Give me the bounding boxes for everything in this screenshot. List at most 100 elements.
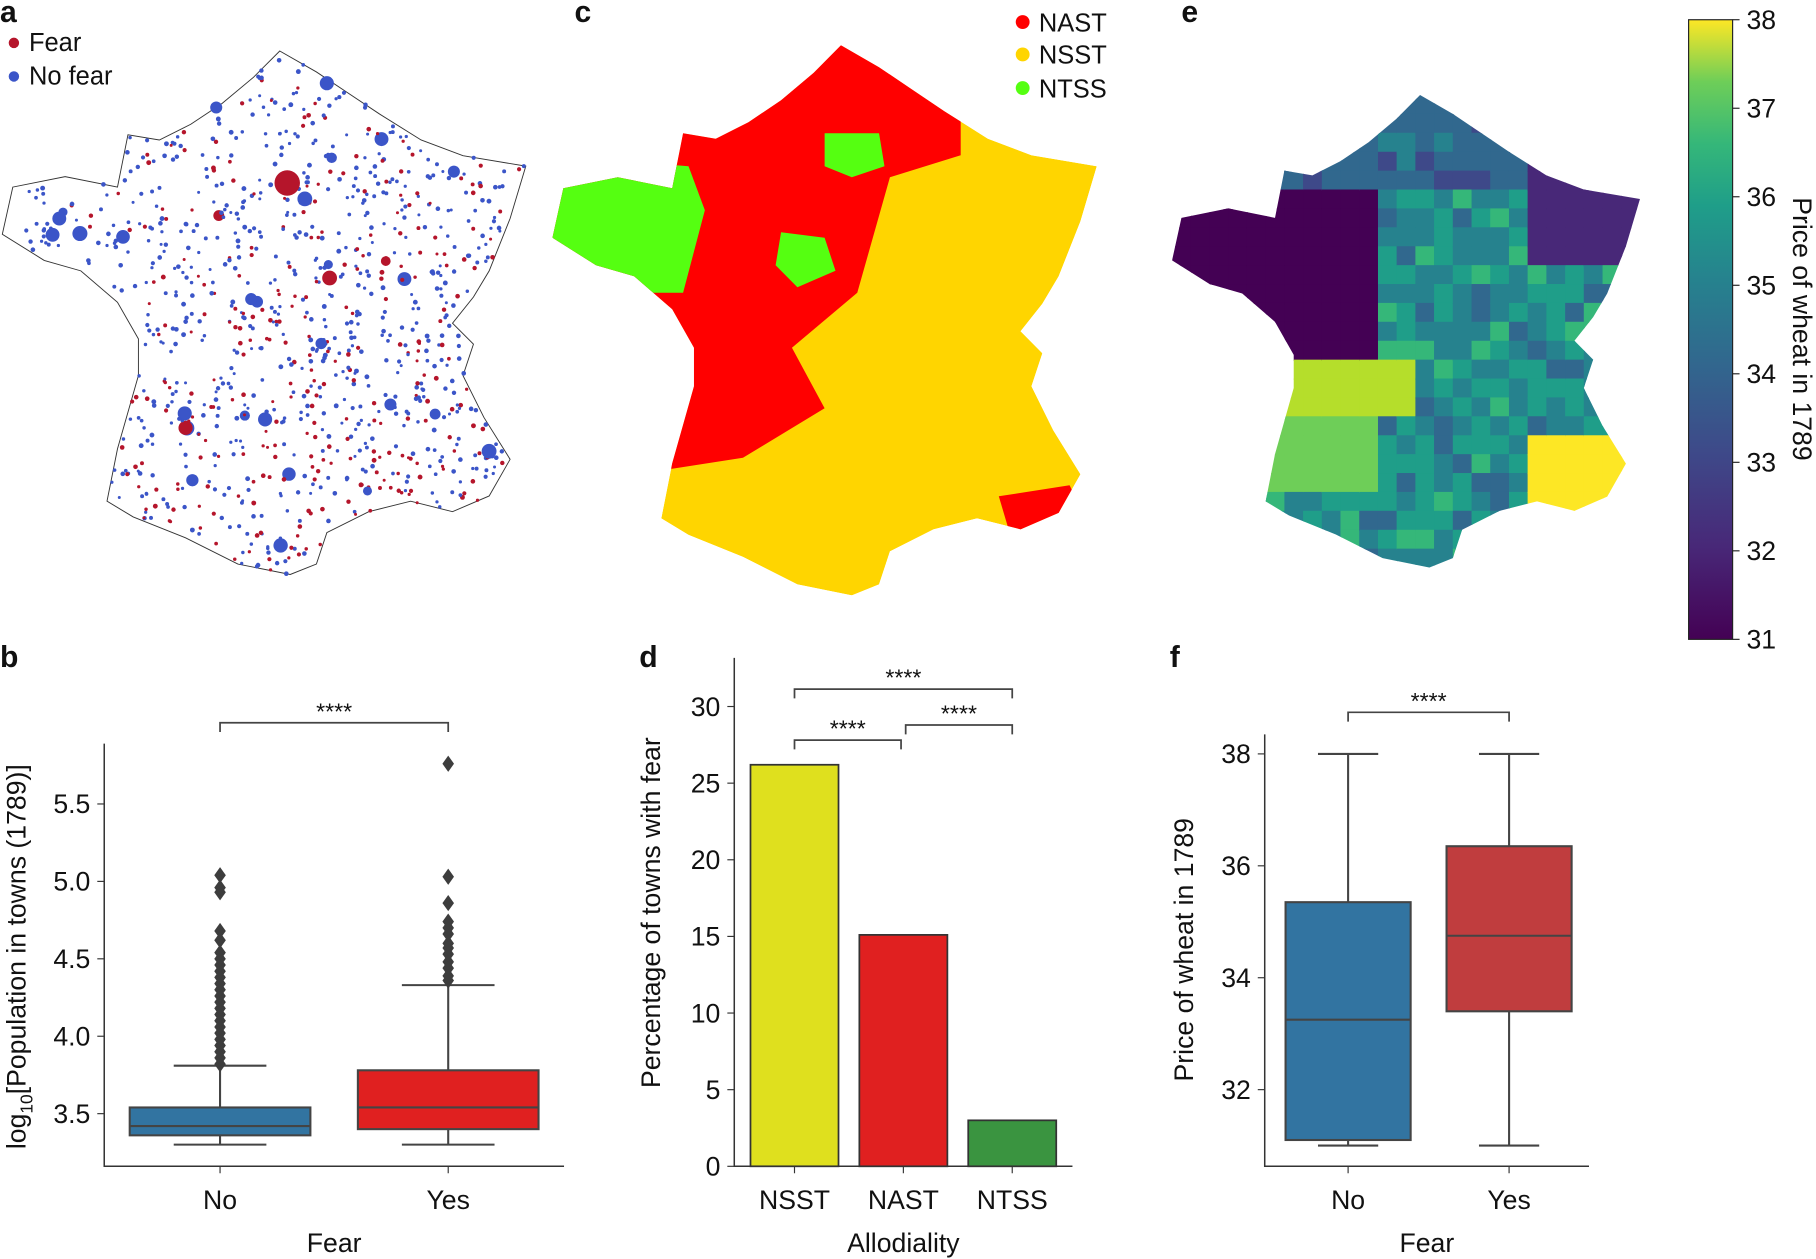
map-region-cell — [1583, 340, 1604, 361]
town-dot-no-fear — [138, 222, 142, 226]
map-region-cell — [1265, 378, 1286, 399]
town-dot-no-fear — [276, 312, 281, 316]
town-dot-fear — [379, 269, 385, 275]
map-region-cell — [1490, 302, 1511, 323]
map-region-cell — [1284, 359, 1305, 380]
map-region-cell — [1527, 510, 1548, 531]
map-region-cell — [1190, 95, 1211, 116]
town-dot-no-fear — [24, 228, 29, 233]
map-region-cell — [1621, 95, 1640, 116]
town-dot-no-fear — [297, 518, 302, 523]
town-dot-no-fear — [258, 191, 263, 195]
town-dot-no-fear — [236, 244, 241, 249]
town-dot-fear — [251, 479, 256, 484]
town-dot-no-fear — [174, 380, 179, 385]
town-dot-no-fear — [441, 415, 447, 420]
town-dot-fear — [249, 252, 254, 258]
town-dot-no-fear — [336, 231, 341, 236]
town-dot-no-fear — [373, 174, 378, 179]
map-region-cell — [1508, 302, 1529, 323]
map-region-cell — [1359, 113, 1380, 134]
map-region-cell — [1452, 529, 1473, 550]
map-region-cell — [1246, 548, 1267, 568]
town-dot-fear — [354, 512, 358, 516]
map-region-cell — [1583, 132, 1604, 153]
map-region-cell — [1508, 548, 1529, 568]
town-dot-no-fear — [321, 411, 327, 416]
map-region-cell — [1209, 435, 1230, 456]
town-dot-fear — [211, 511, 216, 516]
map-region-cell — [1471, 284, 1492, 305]
town-dot-fear — [283, 340, 288, 345]
town-dot-no-fear — [285, 509, 290, 513]
town-dot-fear — [346, 499, 351, 504]
map-region-cell — [1228, 491, 1249, 512]
map-region-cell — [1209, 454, 1230, 475]
map-region-cell — [1546, 548, 1567, 568]
box-yes — [1445, 845, 1573, 1013]
town-dot-no-fear — [335, 449, 340, 453]
y-tick-label: 34 — [1221, 963, 1251, 993]
town-dot-no-fear — [456, 356, 462, 361]
map-region-cell — [1546, 397, 1567, 418]
town-dot-fear — [313, 434, 318, 440]
map-region-cell — [1415, 435, 1436, 456]
town-dot-fear — [295, 534, 300, 538]
map-region-cell — [1246, 359, 1267, 380]
map-region-cell — [1377, 491, 1398, 512]
map-region-cell — [1377, 397, 1398, 418]
town-dot-no-fear — [258, 94, 262, 98]
map-region-cell — [1621, 302, 1640, 323]
map-region-cell — [1340, 491, 1361, 512]
significance-bracket — [219, 721, 450, 732]
town-dot-no-fear — [222, 492, 227, 497]
town-dot-no-fear — [355, 188, 361, 193]
map-region-cell — [1359, 529, 1380, 550]
map-region-cell — [1583, 359, 1604, 380]
map-region-cell — [1602, 302, 1623, 323]
map-region-cell — [1303, 321, 1323, 342]
town-dot-fear — [233, 557, 237, 561]
town-dot-fear — [264, 336, 269, 341]
town-dot-no-fear — [202, 334, 207, 338]
town-dot-no-fear — [56, 243, 60, 248]
town-dot-no-fear — [451, 390, 457, 395]
map-region-cell — [1303, 227, 1323, 248]
town-dot-no-fear — [216, 406, 221, 411]
map-region-cell — [1583, 302, 1604, 323]
map-region-cell — [1415, 265, 1436, 286]
map-region-cell — [1415, 454, 1436, 475]
town-dot-no-fear — [144, 510, 148, 514]
map-region-cell — [1508, 340, 1529, 361]
map-region-cell — [1359, 510, 1380, 531]
town-dot-no-fear — [455, 442, 459, 447]
town-dot-no-fear — [491, 219, 497, 224]
town-dot-no-fear — [359, 349, 364, 354]
map-region-cell — [1396, 284, 1417, 305]
map-region-cell — [1583, 397, 1604, 418]
town-dot-fear — [372, 418, 377, 423]
map-region-cell — [1621, 189, 1640, 210]
town-dot-no-fear — [383, 392, 388, 398]
town-dot-fear — [237, 325, 243, 331]
map-region-cell — [1565, 454, 1586, 475]
town-dot-no-fear — [250, 326, 255, 331]
map-region-cell — [1508, 435, 1529, 456]
town-dot-no-fear — [320, 448, 325, 453]
town-dot-fear — [489, 237, 493, 241]
map-region-cell — [1434, 113, 1454, 134]
town-dot-no-fear — [384, 358, 389, 363]
town-dot-no-fear — [181, 270, 185, 275]
town-dot-fear — [142, 224, 147, 229]
map-region-cell — [1602, 227, 1623, 248]
town-dot-fear — [144, 507, 148, 512]
town-dot-fear — [152, 503, 158, 509]
map-region-cell — [1265, 170, 1286, 191]
map-region-cell — [1527, 340, 1548, 361]
town-dot-fear — [190, 208, 194, 212]
colorbar-tick-label: 35 — [1747, 271, 1777, 301]
map-region-cell — [1602, 284, 1623, 305]
town-dot-no-fear — [465, 289, 470, 293]
town-dot-no-fear — [370, 241, 374, 245]
town-dot-no-fear — [326, 518, 331, 524]
